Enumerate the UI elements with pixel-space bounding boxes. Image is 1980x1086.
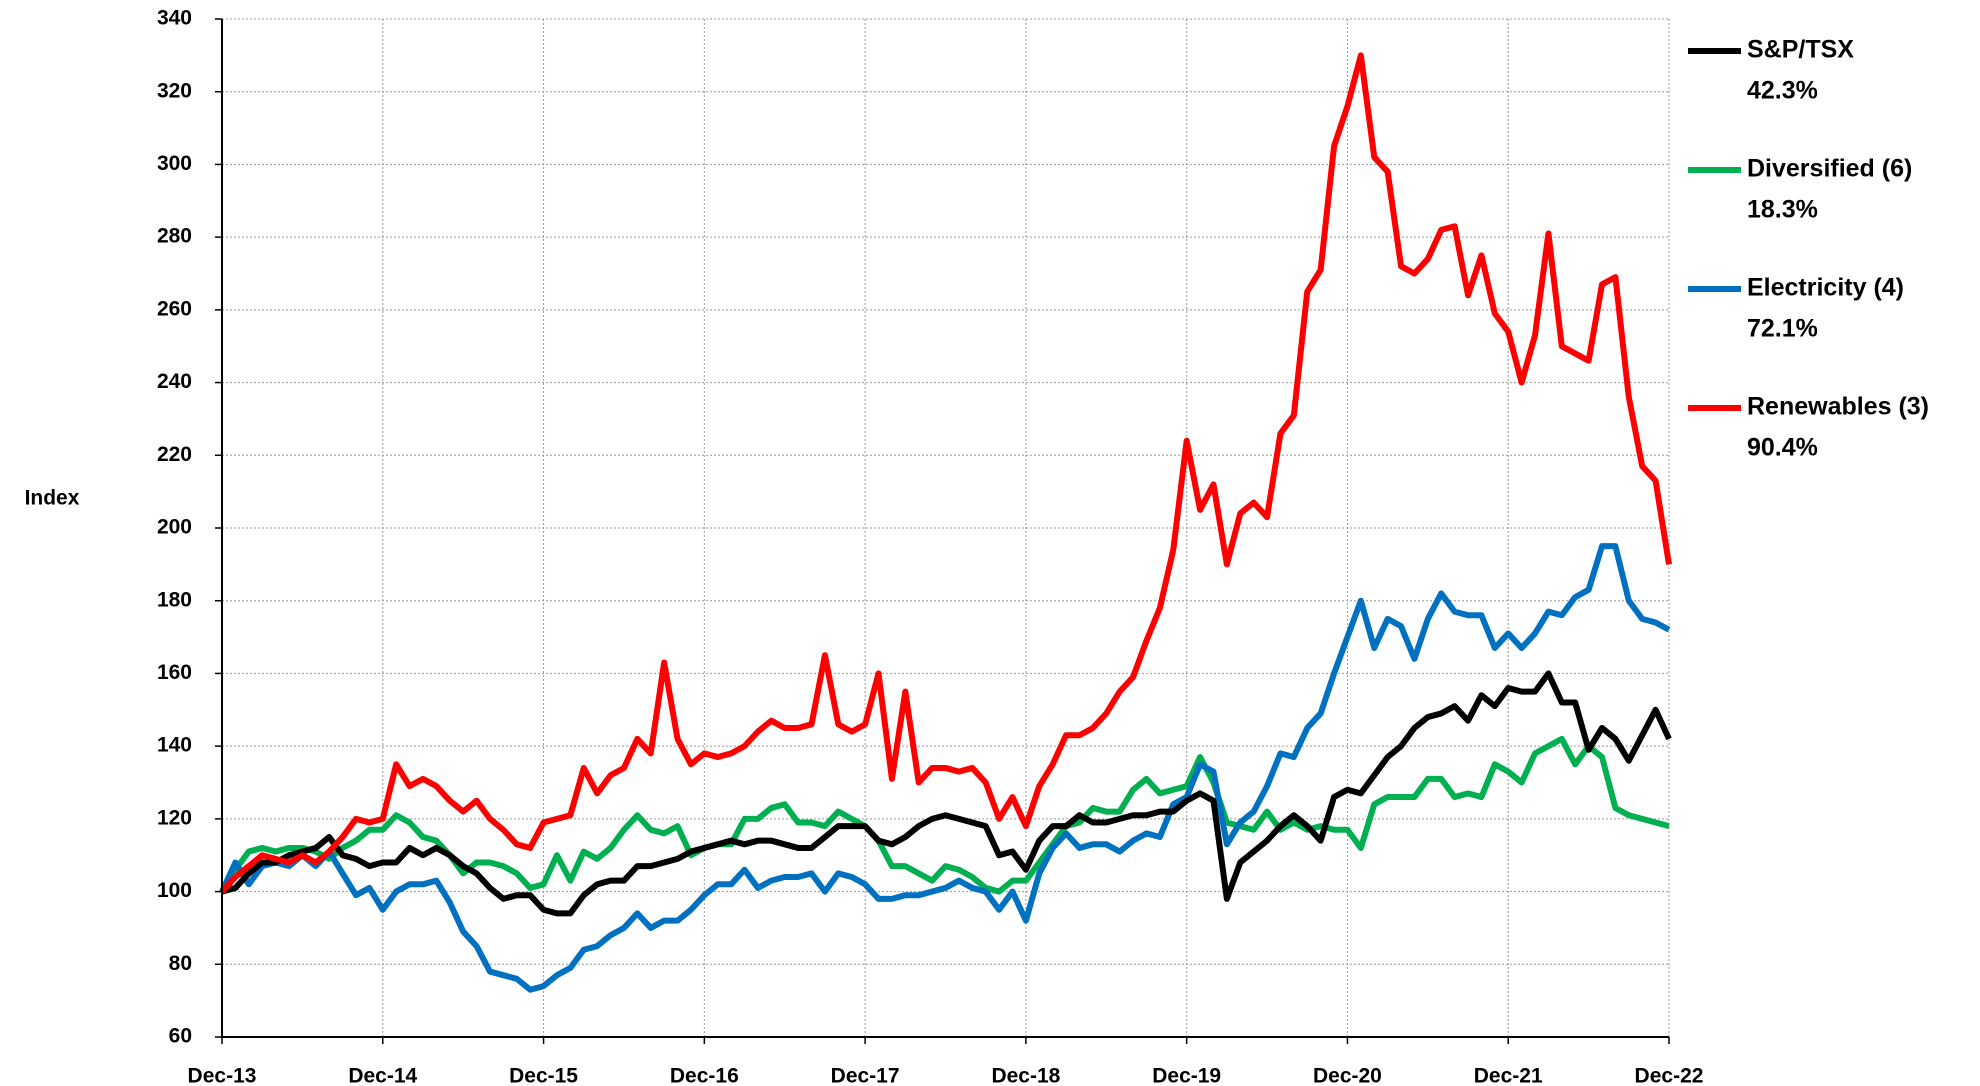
y-tick-label: 140	[157, 734, 192, 757]
y-tick-label: 160	[157, 661, 192, 684]
plot-area	[219, 18, 1672, 1038]
series-line	[219, 543, 1671, 993]
x-tick-label: Dec-21	[1474, 1065, 1543, 1086]
x-tick-label: Dec-19	[1152, 1065, 1221, 1086]
legend-return: 72.1%	[1747, 315, 1818, 343]
y-tick-label: 260	[157, 297, 192, 320]
x-tick-label: Dec-18	[991, 1065, 1060, 1086]
x-tick-label: Dec-13	[188, 1065, 257, 1086]
y-tick-label: 320	[157, 79, 192, 102]
y-tick-label: 300	[157, 152, 192, 175]
y-tick-label: 120	[157, 806, 192, 829]
y-tick-label: 60	[169, 1025, 192, 1048]
y-tick-label: 220	[157, 443, 192, 466]
x-tick-label: Dec-20	[1313, 1065, 1382, 1086]
y-tick-label: 200	[157, 516, 192, 539]
legend: S&P/TSX 42.3% Diversified (6) 18.3% Electric…	[1688, 36, 1929, 462]
x-tick-label: Dec-17	[831, 1065, 900, 1086]
x-tick-label: Dec-22	[1635, 1065, 1704, 1086]
y-axis-label: Index	[25, 487, 80, 510]
x-tick-label: Dec-14	[348, 1065, 417, 1086]
series-line	[221, 670, 1672, 917]
y-tick-label: 280	[157, 225, 192, 248]
legend-label: Diversified (6)	[1747, 155, 1912, 183]
legend-return: 90.4%	[1747, 434, 1818, 462]
legend-return: 18.3%	[1747, 196, 1818, 224]
y-tick-label: 180	[157, 588, 192, 611]
y-tick-label: 100	[157, 879, 192, 902]
x-tick-label: Dec-16	[670, 1065, 739, 1086]
series-line	[219, 52, 1672, 894]
y-tick-label: 80	[169, 952, 192, 975]
y-tick-label: 340	[157, 7, 192, 30]
y-tick-label: 240	[157, 370, 192, 393]
legend-return: 42.3%	[1747, 77, 1818, 105]
x-tick-label: Dec-15	[509, 1065, 578, 1086]
legend-label: Renewables (3)	[1747, 393, 1929, 421]
series-line	[219, 735, 1670, 895]
legend-label: S&P/TSX	[1747, 36, 1854, 64]
legend-label: Electricity (4)	[1747, 274, 1904, 302]
